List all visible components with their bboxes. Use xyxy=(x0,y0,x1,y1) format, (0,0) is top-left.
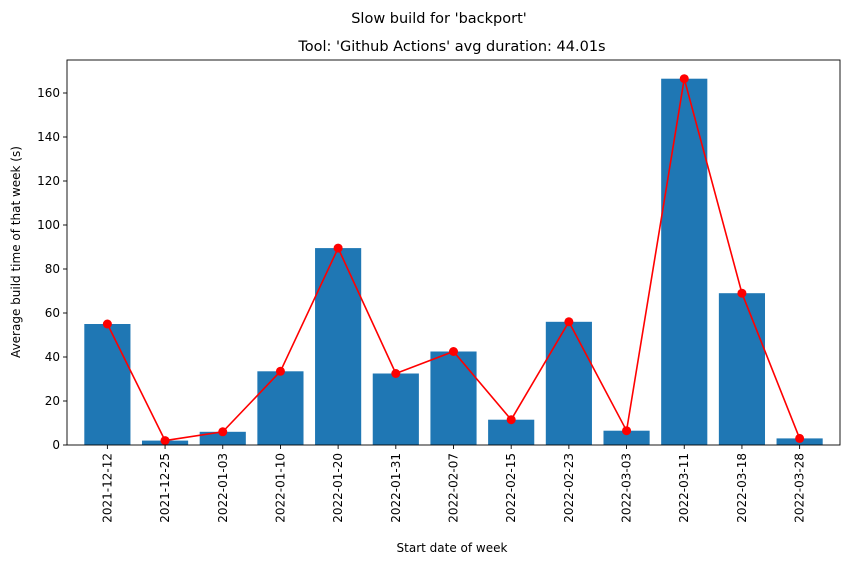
data-point xyxy=(679,74,689,84)
chart-suptitle: Slow build for 'backport' xyxy=(351,11,527,27)
data-point xyxy=(391,369,401,378)
chart-title: Tool: 'Github Actions' avg duration: 44.… xyxy=(297,39,605,55)
x-tick-label: 2022-01-10 xyxy=(273,453,287,523)
bar xyxy=(372,373,419,445)
bar xyxy=(718,293,766,445)
bar xyxy=(603,430,650,445)
x-tick-label: 2022-01-03 xyxy=(216,453,230,523)
data-point xyxy=(333,243,343,253)
data-point xyxy=(564,317,574,327)
data-point xyxy=(506,415,516,425)
x-axis-label: Start date of week xyxy=(397,541,508,555)
x-tick-label: 2021-12-25 xyxy=(158,453,172,523)
bar xyxy=(257,371,304,445)
y-tick-label: 160 xyxy=(37,86,60,100)
data-point xyxy=(218,427,228,437)
bar xyxy=(315,248,362,445)
x-tick-label: 2022-03-28 xyxy=(793,453,807,523)
y-tick-label: 40 xyxy=(45,350,60,364)
plot-area: 0 20 40 60 80 100 120 140 160 2021-12-12 2021-12-2… xyxy=(37,59,841,523)
data-point xyxy=(449,347,458,356)
bar xyxy=(84,324,131,445)
x-tick-label: 2022-01-20 xyxy=(331,453,345,523)
data-point xyxy=(160,436,170,446)
bar xyxy=(545,321,592,445)
bar xyxy=(199,431,246,445)
x-tick-label: 2022-03-11 xyxy=(677,453,691,523)
y-tick-label: 80 xyxy=(45,262,60,276)
data-point xyxy=(622,426,632,436)
x-tick-label: 2022-03-03 xyxy=(620,453,634,523)
y-tick-label: 60 xyxy=(45,306,60,320)
x-tick-label: 2022-02-15 xyxy=(504,453,518,523)
bar xyxy=(430,351,477,445)
x-tick-label: 2021-12-12 xyxy=(100,453,114,523)
x-tick-label: 2022-01-31 xyxy=(389,453,403,523)
x-tick-label: 2022-02-23 xyxy=(562,453,576,523)
data-point xyxy=(275,366,285,376)
y-tick-label: 20 xyxy=(45,394,60,408)
y-tick-label: 100 xyxy=(37,218,60,232)
bar xyxy=(661,78,708,445)
y-tick-label: 0 xyxy=(52,438,60,452)
data-point xyxy=(102,319,112,329)
y-axis-label: Average build time of that week (s) xyxy=(9,146,23,358)
data-point xyxy=(737,288,747,298)
x-tick-label: 2022-03-18 xyxy=(735,453,749,523)
y-tick-label: 120 xyxy=(37,174,60,188)
x-tick-label: 2022-02-07 xyxy=(447,453,461,523)
data-point xyxy=(795,433,805,443)
y-tick-label: 140 xyxy=(37,130,60,144)
